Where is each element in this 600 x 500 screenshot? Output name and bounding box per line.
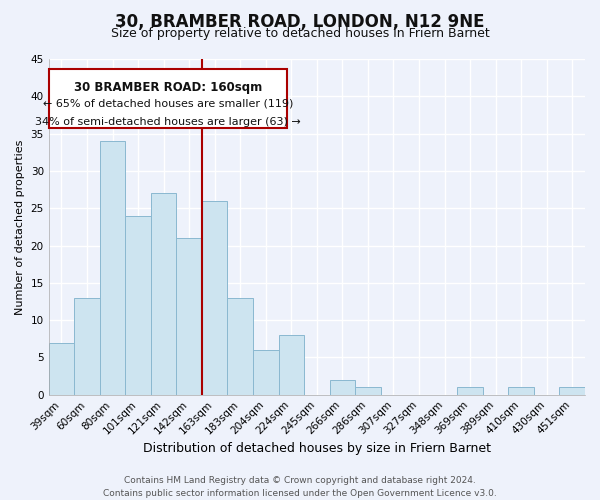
Bar xyxy=(49,342,74,394)
Bar xyxy=(176,238,202,394)
Bar xyxy=(74,298,100,394)
FancyBboxPatch shape xyxy=(49,69,287,128)
Bar xyxy=(151,194,176,394)
Bar xyxy=(278,335,304,394)
Bar xyxy=(329,380,355,394)
Bar xyxy=(202,201,227,394)
Text: 34% of semi-detached houses are larger (63) →: 34% of semi-detached houses are larger (… xyxy=(35,116,301,126)
Text: Size of property relative to detached houses in Friern Barnet: Size of property relative to detached ho… xyxy=(110,28,490,40)
Bar xyxy=(227,298,253,394)
Y-axis label: Number of detached properties: Number of detached properties xyxy=(15,139,25,314)
X-axis label: Distribution of detached houses by size in Friern Barnet: Distribution of detached houses by size … xyxy=(143,442,491,455)
Bar xyxy=(508,388,534,394)
Text: 30 BRAMBER ROAD: 160sqm: 30 BRAMBER ROAD: 160sqm xyxy=(74,81,262,94)
Bar xyxy=(253,350,278,395)
Bar xyxy=(559,388,585,394)
Bar xyxy=(355,388,380,394)
Text: ← 65% of detached houses are smaller (119): ← 65% of detached houses are smaller (11… xyxy=(43,98,293,108)
Bar xyxy=(125,216,151,394)
Text: Contains HM Land Registry data © Crown copyright and database right 2024.
Contai: Contains HM Land Registry data © Crown c… xyxy=(103,476,497,498)
Text: 30, BRAMBER ROAD, LONDON, N12 9NE: 30, BRAMBER ROAD, LONDON, N12 9NE xyxy=(115,12,485,30)
Bar xyxy=(457,388,483,394)
Bar xyxy=(100,141,125,395)
